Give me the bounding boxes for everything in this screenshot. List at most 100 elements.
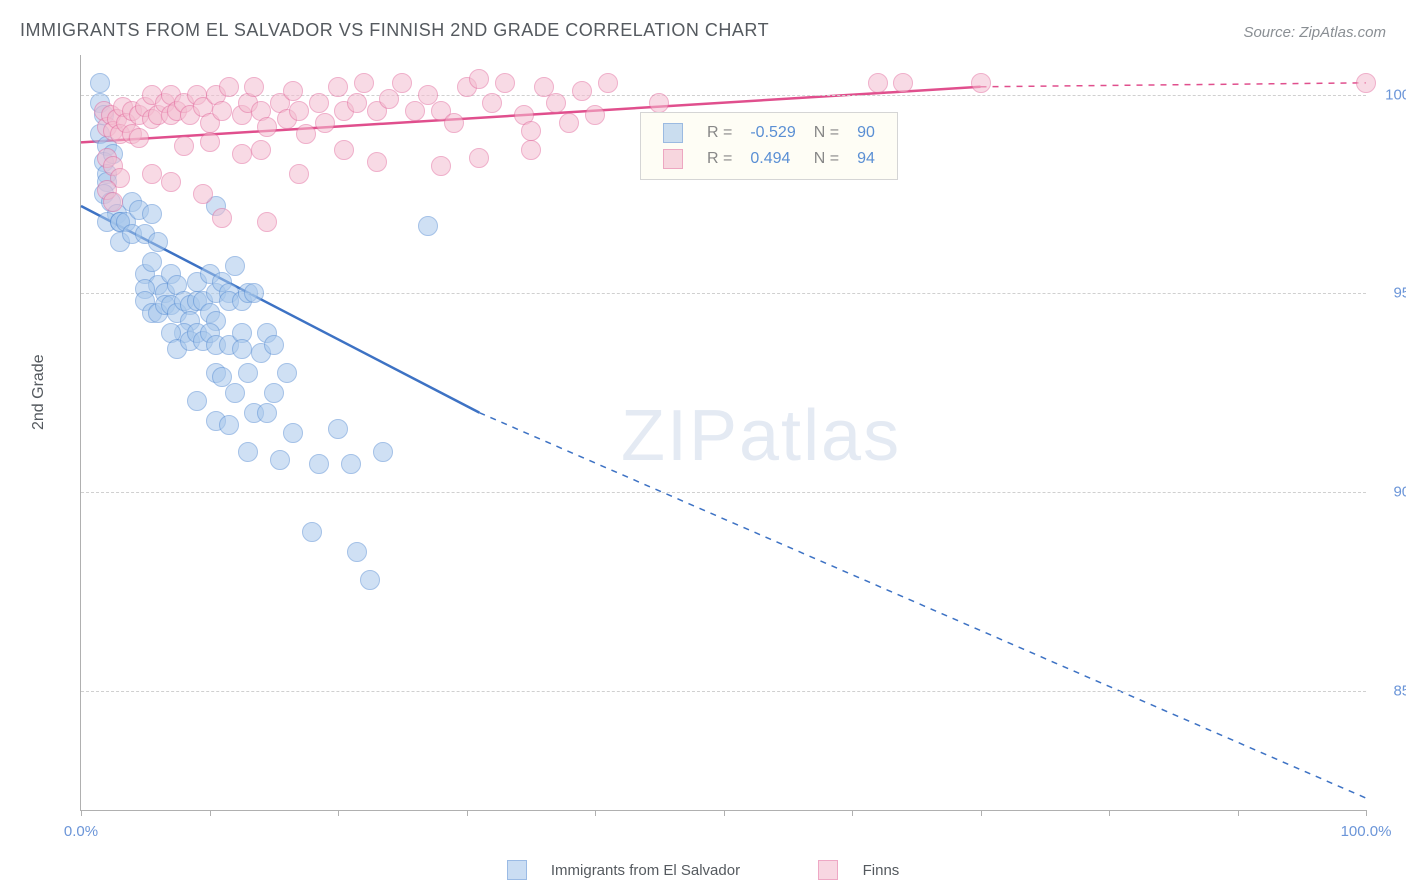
bottom-swatch-2	[818, 860, 838, 880]
scatter-point	[521, 121, 541, 141]
scatter-point	[315, 113, 335, 133]
n-value-2: 94	[849, 147, 883, 171]
scatter-point	[142, 204, 162, 224]
trend-line-dashed	[981, 83, 1367, 87]
scatter-point	[334, 140, 354, 160]
scatter-point	[868, 73, 888, 93]
stats-row-series1: R = -0.529 N = 90	[655, 121, 883, 145]
scatter-point	[289, 101, 309, 121]
stats-legend: R = -0.529 N = 90 R = 0.494 N = 94	[640, 112, 898, 180]
bottom-swatch-1	[507, 860, 527, 880]
scatter-point	[302, 522, 322, 542]
scatter-point	[238, 442, 258, 462]
r-label: R =	[699, 147, 740, 171]
scatter-point	[328, 419, 348, 439]
scatter-point	[225, 383, 245, 403]
xtick-mark	[1238, 810, 1239, 816]
stats-table: R = -0.529 N = 90 R = 0.494 N = 94	[653, 119, 885, 173]
scatter-point	[225, 256, 245, 276]
scatter-point	[103, 192, 123, 212]
bottom-legend: Immigrants from El Salvador Finns	[0, 860, 1406, 880]
scatter-point	[264, 383, 284, 403]
swatch-series1	[663, 123, 683, 143]
scatter-point	[418, 216, 438, 236]
scatter-point	[283, 423, 303, 443]
scatter-point	[360, 570, 380, 590]
scatter-point	[379, 89, 399, 109]
scatter-point	[148, 232, 168, 252]
scatter-point	[347, 93, 367, 113]
ytick-label: 85.0%	[1376, 682, 1406, 699]
scatter-point	[232, 144, 252, 164]
bottom-label-2: Finns	[863, 862, 900, 879]
chart-title: IMMIGRANTS FROM EL SALVADOR VS FINNISH 2…	[20, 20, 769, 41]
scatter-point	[187, 391, 207, 411]
scatter-point	[257, 403, 277, 423]
r-value-1: -0.529	[742, 121, 803, 145]
bottom-label-1: Immigrants from El Salvador	[551, 862, 740, 879]
scatter-point	[244, 283, 264, 303]
scatter-point	[585, 105, 605, 125]
xtick-mark	[1366, 810, 1367, 816]
scatter-point	[482, 93, 502, 113]
scatter-point	[444, 113, 464, 133]
xtick-label: 0.0%	[64, 823, 98, 840]
scatter-point	[277, 363, 297, 383]
scatter-point	[598, 73, 618, 93]
xtick-mark	[338, 810, 339, 816]
scatter-point	[649, 93, 669, 113]
scatter-point	[161, 172, 181, 192]
scatter-point	[174, 136, 194, 156]
scatter-point	[971, 73, 991, 93]
scatter-point	[257, 212, 277, 232]
scatter-point	[244, 77, 264, 97]
scatter-point	[212, 101, 232, 121]
xtick-mark	[81, 810, 82, 816]
source-caption: Source: ZipAtlas.com	[1243, 24, 1386, 41]
scatter-point	[238, 363, 258, 383]
scatter-point	[469, 69, 489, 89]
n-value-1: 90	[849, 121, 883, 145]
scatter-point	[495, 73, 515, 93]
y-axis-label: 2nd Grade	[30, 354, 48, 430]
gridline	[81, 293, 1366, 294]
xtick-mark	[210, 810, 211, 816]
scatter-point	[572, 81, 592, 101]
xtick-mark	[467, 810, 468, 816]
trend-line-dashed	[479, 413, 1366, 798]
scatter-point	[264, 335, 284, 355]
n-label: N =	[806, 147, 847, 171]
xtick-mark	[981, 810, 982, 816]
scatter-point	[354, 73, 374, 93]
stats-row-series2: R = 0.494 N = 94	[655, 147, 883, 171]
n-label: N =	[806, 121, 847, 145]
scatter-point	[546, 93, 566, 113]
xtick-mark	[1109, 810, 1110, 816]
scatter-point	[193, 184, 213, 204]
scatter-point	[142, 252, 162, 272]
scatter-point	[521, 140, 541, 160]
scatter-point	[328, 77, 348, 97]
xtick-mark	[852, 810, 853, 816]
scatter-point	[90, 73, 110, 93]
scatter-point	[893, 73, 913, 93]
scatter-point	[232, 339, 252, 359]
xtick-label: 100.0%	[1341, 823, 1392, 840]
scatter-point	[289, 164, 309, 184]
xtick-mark	[724, 810, 725, 816]
xtick-mark	[595, 810, 596, 816]
scatter-point	[200, 132, 220, 152]
r-label: R =	[699, 121, 740, 145]
gridline	[81, 492, 1366, 493]
scatter-point	[1356, 73, 1376, 93]
scatter-point	[392, 73, 412, 93]
scatter-point	[257, 117, 277, 137]
ytick-label: 95.0%	[1376, 285, 1406, 302]
scatter-point	[212, 208, 232, 228]
scatter-point	[341, 454, 361, 474]
scatter-point	[347, 542, 367, 562]
swatch-series2	[663, 149, 683, 169]
scatter-point	[270, 450, 290, 470]
scatter-point	[309, 93, 329, 113]
gridline	[81, 691, 1366, 692]
